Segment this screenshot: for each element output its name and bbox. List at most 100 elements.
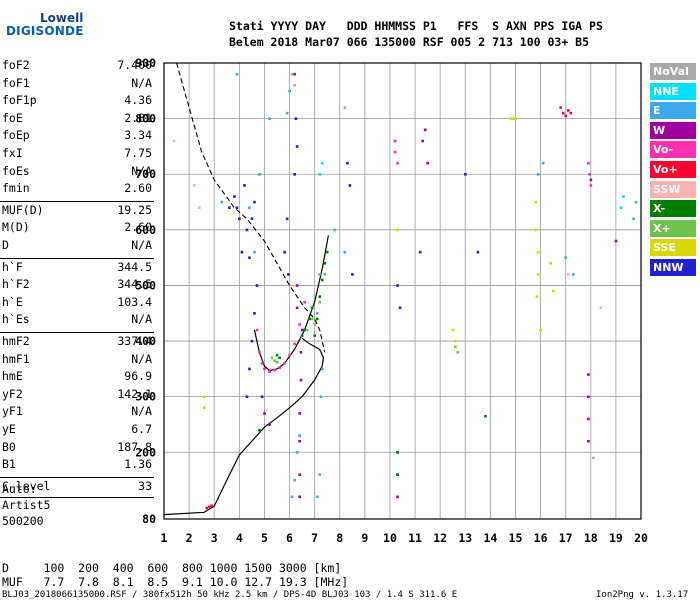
auto-artist: Artist5: [2, 498, 51, 512]
legend-item-e: E: [650, 102, 696, 120]
point-x-: [396, 473, 399, 476]
x-tick-label: 14: [483, 531, 497, 545]
legend-item-nne: NNE: [650, 82, 696, 100]
point-e: [248, 206, 251, 209]
x-tick-label: 5: [261, 531, 268, 545]
y-tick-label: 600: [135, 223, 156, 237]
point-noval: [293, 84, 296, 87]
point-w: [298, 473, 301, 476]
point-x-: [305, 328, 309, 332]
point-vo-: [587, 161, 590, 165]
param-value: 337.4: [117, 334, 152, 348]
y-tick-label: 200: [135, 445, 156, 459]
point-vo-: [283, 362, 286, 365]
point-ssw: [192, 184, 196, 187]
param-value: N/A: [131, 351, 152, 366]
param-label: hmE: [2, 369, 23, 384]
footer-version: Ion2Png v. 1.3.17: [596, 590, 689, 600]
point-x-: [270, 356, 274, 360]
x-tick-label: 6: [286, 531, 293, 545]
point-sse: [534, 228, 537, 232]
point-w: [423, 128, 427, 132]
point-sse: [514, 117, 517, 121]
point-nnw: [294, 117, 298, 121]
param-label: MUF(D): [2, 202, 44, 217]
header-row-values: Belem 2018 Mar07 066 135000 RSF 005 2 71…: [229, 35, 590, 49]
param-value: 96.9: [124, 369, 152, 384]
param-value: N/A: [131, 312, 152, 327]
trace-curve: [253, 235, 329, 372]
param-label: h`E: [2, 294, 23, 309]
point-vo-: [263, 367, 266, 371]
param-label: yF2: [2, 386, 23, 401]
point-e: [288, 89, 291, 93]
point-nnw: [248, 367, 251, 371]
point-e: [285, 111, 289, 115]
auto-label: Auto:: [2, 482, 37, 496]
point-nnw: [285, 217, 289, 221]
point-x-: [300, 334, 304, 337]
x-tick-label: 13: [458, 531, 472, 545]
point-e: [268, 117, 271, 121]
param-value: 187.8: [117, 439, 152, 454]
point-vo-: [564, 114, 568, 118]
param-separator: [0, 332, 154, 333]
point-e: [253, 250, 256, 254]
legend-item-w: W: [650, 121, 696, 139]
param-value: 344.5: [117, 277, 152, 292]
param-label: foEp: [2, 128, 30, 143]
point-x-: [484, 414, 487, 418]
param-value: 344.5: [117, 259, 152, 274]
param-value: 6.7: [131, 422, 152, 436]
x-tick-label: 17: [559, 531, 573, 545]
param-separator: [0, 200, 154, 202]
point-vo-: [205, 506, 209, 510]
x-tick-label: 11: [408, 531, 422, 545]
point-e: [298, 434, 301, 437]
point-nnw: [233, 195, 236, 198]
param-label: D: [2, 238, 9, 252]
x-tick-label: 18: [584, 531, 598, 545]
point-noval: [343, 106, 347, 109]
point-sse: [509, 117, 512, 121]
param-label: foF1: [2, 75, 30, 90]
point-w: [298, 495, 301, 499]
point-ssw: [566, 273, 570, 276]
legend-item-nnw: NNW: [650, 259, 696, 276]
param-label: h`F2: [2, 277, 30, 292]
param-separator: [0, 476, 154, 478]
point-e: [564, 256, 568, 260]
logo-digisonde: DIGISONDE: [6, 24, 84, 38]
legend-item-sse: SSE: [650, 239, 696, 257]
point-x-: [313, 334, 317, 337]
point-sse: [451, 328, 455, 332]
point-nne: [320, 161, 324, 165]
point-w: [299, 378, 303, 382]
point-vo-: [589, 184, 593, 187]
point-e: [572, 273, 575, 276]
point-x-: [315, 317, 319, 321]
point-vo-: [298, 323, 301, 326]
point-x-: [320, 278, 324, 282]
point-w: [298, 412, 301, 415]
header-row-labels: Stati YYYY DAY DDD HHMMSS P1 FFS S AXN P…: [229, 19, 603, 33]
point-e: [320, 367, 324, 371]
legend-item-ssw: SSW: [650, 180, 696, 198]
param-label: foE: [2, 110, 23, 125]
x-tick-label: 16: [534, 531, 548, 545]
point-vo-: [561, 111, 565, 115]
point-e: [541, 161, 545, 165]
plot-frame: [163, 62, 642, 520]
point-vo-: [260, 362, 264, 365]
point-nnw: [293, 173, 296, 176]
point-x-: [275, 353, 279, 357]
point-e: [536, 173, 540, 176]
point-x-: [325, 250, 329, 254]
point-x-: [323, 273, 327, 276]
point-w: [300, 328, 304, 332]
x-tick-label: 7: [311, 531, 318, 545]
point-x-: [303, 328, 306, 332]
point-sse: [536, 273, 540, 276]
y-tick-label: 400: [135, 334, 156, 348]
point-w: [587, 373, 590, 376]
